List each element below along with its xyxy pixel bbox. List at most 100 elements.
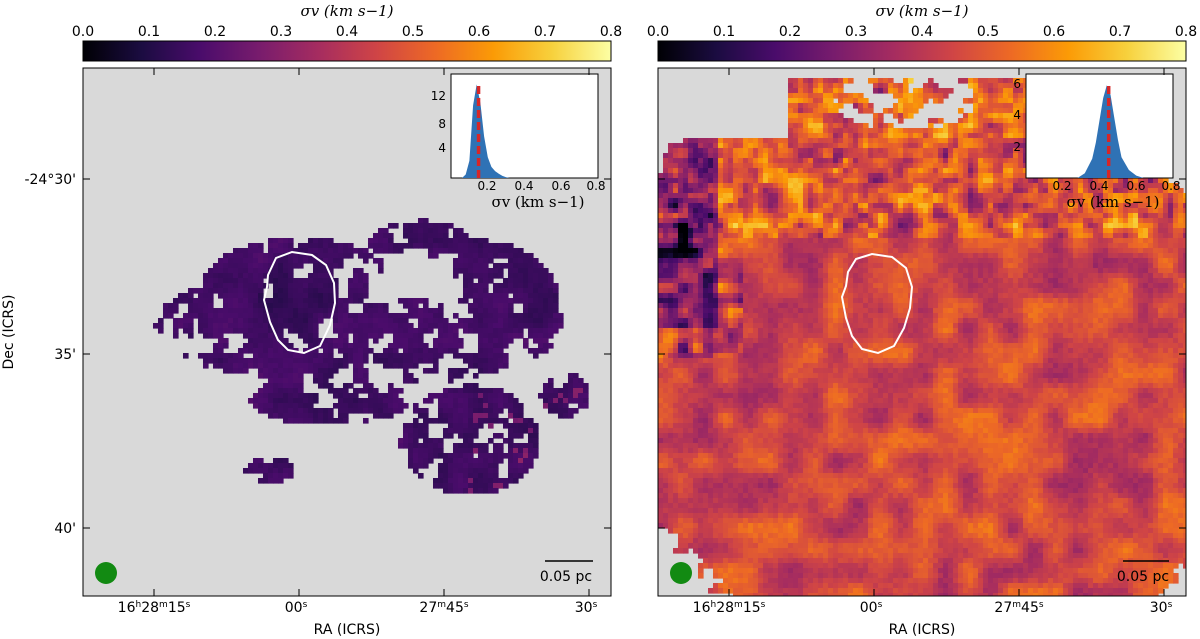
map-pixel bbox=[513, 468, 519, 474]
map-pixel bbox=[1158, 203, 1164, 209]
map-pixel bbox=[423, 313, 429, 319]
map-pixel bbox=[293, 303, 299, 309]
map-pixel bbox=[313, 278, 319, 284]
map-pixel bbox=[978, 198, 984, 204]
map-pixel bbox=[823, 113, 829, 119]
map-pixel bbox=[508, 433, 514, 439]
map-pixel bbox=[533, 453, 539, 459]
map-pixel bbox=[883, 108, 889, 114]
map-pixel bbox=[853, 168, 859, 174]
map-pixel bbox=[503, 288, 509, 294]
map-pixel bbox=[368, 308, 374, 314]
map-pixel bbox=[293, 298, 299, 304]
map-pixel bbox=[548, 328, 554, 334]
map-pixel bbox=[798, 213, 804, 219]
map-pixel bbox=[813, 193, 819, 199]
map-pixel bbox=[333, 278, 339, 284]
map-pixel bbox=[418, 318, 424, 324]
map-pixel bbox=[1018, 178, 1024, 184]
map-pixel bbox=[703, 153, 709, 159]
map-pixel bbox=[248, 303, 254, 309]
map-pixel bbox=[423, 463, 429, 469]
map-pixel bbox=[763, 168, 769, 174]
map-pixel bbox=[283, 283, 289, 289]
map-pixel bbox=[843, 213, 849, 219]
map-pixel bbox=[888, 153, 894, 159]
map-pixel bbox=[393, 248, 399, 254]
map-pixel bbox=[453, 263, 459, 269]
map-pixel bbox=[528, 443, 534, 449]
map-pixel bbox=[868, 218, 874, 224]
map-pixel bbox=[1043, 178, 1049, 184]
map-pixel bbox=[1093, 183, 1099, 189]
map-pixel bbox=[918, 93, 924, 99]
map-pixel bbox=[513, 473, 519, 479]
map-pixel bbox=[753, 168, 759, 174]
map-pixel bbox=[778, 193, 784, 199]
map-pixel bbox=[813, 233, 819, 239]
map-pixel bbox=[448, 418, 454, 424]
map-pixel bbox=[983, 183, 989, 189]
map-pixel bbox=[183, 313, 189, 319]
map-pixel bbox=[508, 473, 514, 479]
map-pixel bbox=[383, 238, 389, 244]
map-pixel bbox=[438, 348, 444, 354]
map-pixel bbox=[193, 298, 199, 304]
map-pixel bbox=[1063, 178, 1069, 184]
map-pixel bbox=[163, 313, 169, 319]
map-pixel bbox=[1073, 178, 1079, 184]
map-pixel bbox=[323, 368, 329, 374]
map-pixel bbox=[1093, 198, 1099, 204]
map-pixel bbox=[783, 218, 789, 224]
map-pixel bbox=[948, 123, 954, 129]
map-pixel bbox=[438, 343, 444, 349]
map-pixel bbox=[533, 268, 539, 274]
map-pixel bbox=[513, 423, 519, 429]
map-pixel bbox=[718, 208, 724, 214]
map-pixel bbox=[878, 228, 884, 234]
map-pixel bbox=[278, 398, 284, 404]
map-pixel bbox=[438, 453, 444, 459]
map-pixel bbox=[478, 288, 484, 294]
map-pixel bbox=[288, 273, 294, 279]
map-pixel bbox=[1123, 193, 1129, 199]
map-pixel bbox=[528, 328, 534, 334]
map-pixel bbox=[1133, 218, 1139, 224]
map-pixel bbox=[248, 318, 254, 324]
map-pixel bbox=[158, 328, 164, 334]
map-pixel bbox=[798, 133, 804, 139]
map-pixel bbox=[978, 218, 984, 224]
map-pixel bbox=[698, 208, 704, 214]
map-pixel bbox=[1073, 193, 1079, 199]
map-pixel bbox=[393, 363, 399, 369]
map-pixel bbox=[488, 403, 494, 409]
map-pixel bbox=[513, 463, 519, 469]
map-pixel bbox=[928, 158, 934, 164]
map-pixel bbox=[978, 133, 984, 139]
map-pixel bbox=[248, 468, 254, 474]
map-pixel bbox=[308, 248, 314, 254]
map-pixel bbox=[338, 408, 344, 414]
map-pixel bbox=[298, 378, 304, 384]
map-pixel bbox=[898, 93, 904, 99]
map-pixel bbox=[838, 143, 844, 149]
map-pixel bbox=[458, 463, 464, 469]
map-pixel bbox=[1038, 238, 1044, 244]
map-pixel bbox=[1048, 238, 1054, 244]
map-pixel bbox=[298, 318, 304, 324]
map-pixel bbox=[493, 263, 499, 269]
map-pixel bbox=[1013, 193, 1019, 199]
map-pixel bbox=[263, 388, 269, 394]
map-pixel bbox=[188, 318, 194, 324]
map-pixel bbox=[268, 348, 274, 354]
map-pixel bbox=[278, 303, 284, 309]
map-pixel bbox=[1003, 148, 1009, 154]
map-pixel bbox=[788, 183, 794, 189]
map-pixel bbox=[718, 188, 724, 194]
map-pixel bbox=[978, 183, 984, 189]
map-pixel bbox=[553, 303, 559, 309]
map-pixel bbox=[478, 253, 484, 259]
map-pixel bbox=[1098, 183, 1104, 189]
map-pixel bbox=[973, 153, 979, 159]
map-pixel bbox=[1013, 178, 1019, 184]
